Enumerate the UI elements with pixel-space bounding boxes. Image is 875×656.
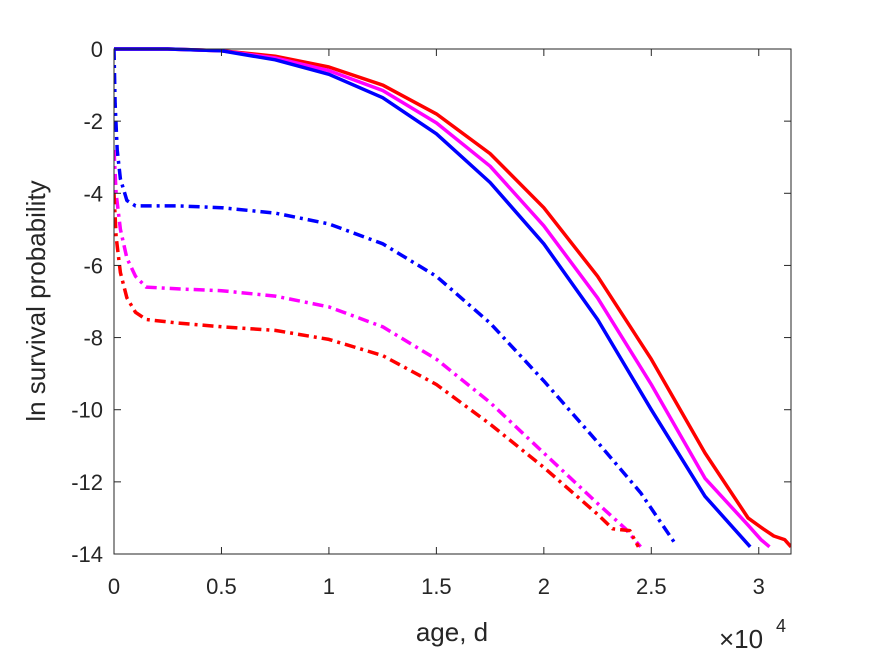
x-ticks: 0 0.5 1 1.5 2 2.5 3 [108,49,765,599]
y-tick-label: -10 [71,398,103,423]
series-line-5 [114,149,642,548]
y-tick-label: -12 [71,470,103,495]
x-axis-label: age, d [416,617,488,647]
x-tick-label: 2 [538,574,550,599]
y-tick-label: -8 [83,326,103,351]
y-tick-label: -6 [83,253,103,278]
x-multiplier-base: ×10 [719,624,763,654]
series-line-6 [114,193,640,548]
x-tick-label: 1.5 [421,574,452,599]
y-tick-label: -4 [83,181,103,206]
x-tick-label: 1 [323,574,335,599]
series-line-4 [114,48,677,545]
y-tick-label: 0 [91,37,103,62]
x-multiplier-exponent: 4 [776,616,786,636]
axes-layer [113,48,792,555]
y-tick-label: -14 [71,542,103,567]
y-ticks: 0 -2 -4 -6 -8 -10 -12 -14 [71,37,791,567]
x-tick-label: 0.5 [206,574,237,599]
plot-background [114,49,791,554]
y-axis-label: ln survival probability [21,180,51,421]
y-tick-label: -2 [83,109,103,134]
x-axis-multiplier: ×10 4 [719,616,786,654]
x-tick-label: 3 [753,574,765,599]
plot-frame [113,48,792,555]
x-tick-label: 0 [108,574,120,599]
x-tick-label: 2.5 [636,574,667,599]
